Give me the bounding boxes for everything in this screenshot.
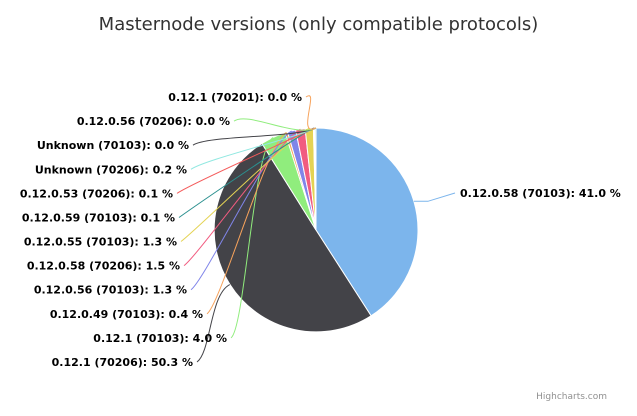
data-label-0-12-0-56-70206: 0.12.0.56 (70206): 0.0 % xyxy=(77,115,230,128)
credits-link[interactable]: Highcharts.com xyxy=(536,392,607,402)
data-label-0-12-0-59-70103: 0.12.0.59 (70103): 0.1 % xyxy=(22,211,175,224)
data-label-0-12-1-70103: 0.12.1 (70103): 4.0 % xyxy=(93,332,227,345)
data-label-0-12-0-58-70206: 0.12.0.58 (70206): 1.5 % xyxy=(27,260,180,273)
data-label-0-12-0-56-70103: 0.12.0.56 (70103): 1.3 % xyxy=(34,284,187,297)
connector-0-12-1-70206 xyxy=(197,285,230,362)
data-label-0-12-1-70206: 0.12.1 (70206): 50.3 % xyxy=(52,356,193,369)
data-label-0-12-0-55-70103: 0.12.0.55 (70103): 1.3 % xyxy=(24,236,177,249)
data-label-unknown-70206: Unknown (70206): 0.2 % xyxy=(35,163,187,176)
data-label-0-12-0-58-70103: 0.12.0.58 (70103): 41.0 % xyxy=(460,187,621,200)
data-label-0-12-0-53-70206: 0.12.0.53 (70206): 0.1 % xyxy=(20,187,173,200)
pie-slices xyxy=(214,128,418,332)
data-label-0-12-0-49-70103: 0.12.0.49 (70103): 0.4 % xyxy=(50,308,203,321)
data-label-unknown-70103: Unknown (70103): 0.0 % xyxy=(37,139,189,152)
connector-0-12-1-70201 xyxy=(306,96,316,130)
data-label-0-12-1-70201: 0.12.1 (70201): 0.0 % xyxy=(168,91,302,104)
connector-0-12-0-58-70103 xyxy=(414,193,455,201)
